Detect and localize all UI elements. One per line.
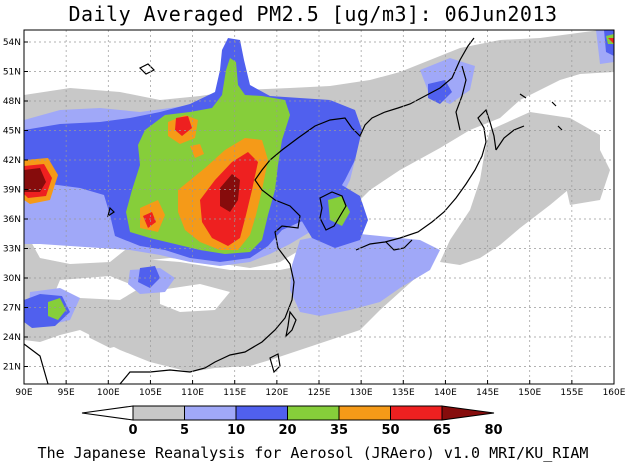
map-title: Daily Averaged PM2.5 [ug/m3]: 06Jun2013	[68, 2, 558, 26]
gridlines	[24, 30, 614, 384]
lat-label: 48N	[3, 97, 21, 107]
lat-label: 51N	[3, 68, 21, 78]
colorbar: 0 5 10 20 35 50 65 80	[81, 405, 503, 438]
colorbar-segment	[338, 405, 391, 421]
colorbar-label: 80	[484, 423, 502, 438]
colorbar-segment	[132, 405, 185, 421]
lon-label: 110E	[181, 388, 204, 398]
lon-label: 105E	[139, 388, 162, 398]
lon-label: 115E	[223, 388, 246, 398]
colorbar-segment	[287, 405, 340, 421]
longitude-labels: 90E 95E 100E 105E 110E 115E 120E 125E 130E 135E 14…	[15, 380, 626, 398]
lon-label: 140E	[434, 388, 457, 398]
footer-credit: The Japanese Reanalysis for Aerosol (JRA…	[37, 444, 589, 462]
lon-label: 90E	[15, 388, 32, 398]
lat-label: 21N	[3, 363, 21, 373]
colorbar-label: 0	[128, 423, 137, 438]
lon-label: 155E	[560, 388, 583, 398]
colorbar-label: 65	[433, 423, 451, 438]
colorbar-segment	[184, 405, 237, 421]
colorbar-label: 10	[227, 423, 245, 438]
lat-label: 45N	[3, 127, 21, 137]
colorbar-label: 5	[180, 423, 189, 438]
lat-label: 54N	[3, 38, 21, 48]
colorbar-label: 35	[330, 423, 348, 438]
lat-label: 27N	[3, 304, 21, 314]
lon-label: 145E	[476, 388, 499, 398]
lat-label: 24N	[3, 333, 21, 343]
lat-label: 39N	[3, 186, 21, 196]
lon-label: 150E	[518, 388, 541, 398]
lon-label: 125E	[308, 388, 331, 398]
colorbar-label: 20	[278, 423, 296, 438]
colorbar-high-arrow	[441, 405, 495, 421]
colorbar-segment	[390, 405, 443, 421]
lon-label: 130E	[350, 388, 373, 398]
lon-label: 135E	[392, 388, 415, 398]
lon-label: 95E	[58, 388, 75, 398]
lon-label: 160E	[603, 388, 626, 398]
concentration-over-80	[24, 168, 240, 212]
lat-label: 42N	[3, 156, 21, 166]
coastlines	[24, 37, 563, 384]
latitude-labels: 54N 51N 48N 45N 42N 39N 36N 33N 30N 27N 24N 21N	[3, 38, 28, 373]
lon-label: 120E	[265, 388, 288, 398]
colorbar-low-arrow	[81, 405, 134, 421]
lat-label: 30N	[3, 274, 21, 284]
lat-label: 36N	[3, 215, 21, 225]
colorbar-segment	[235, 405, 288, 421]
lat-label: 33N	[3, 245, 21, 255]
colorbar-label: 50	[381, 423, 399, 438]
lon-label: 100E	[97, 388, 120, 398]
